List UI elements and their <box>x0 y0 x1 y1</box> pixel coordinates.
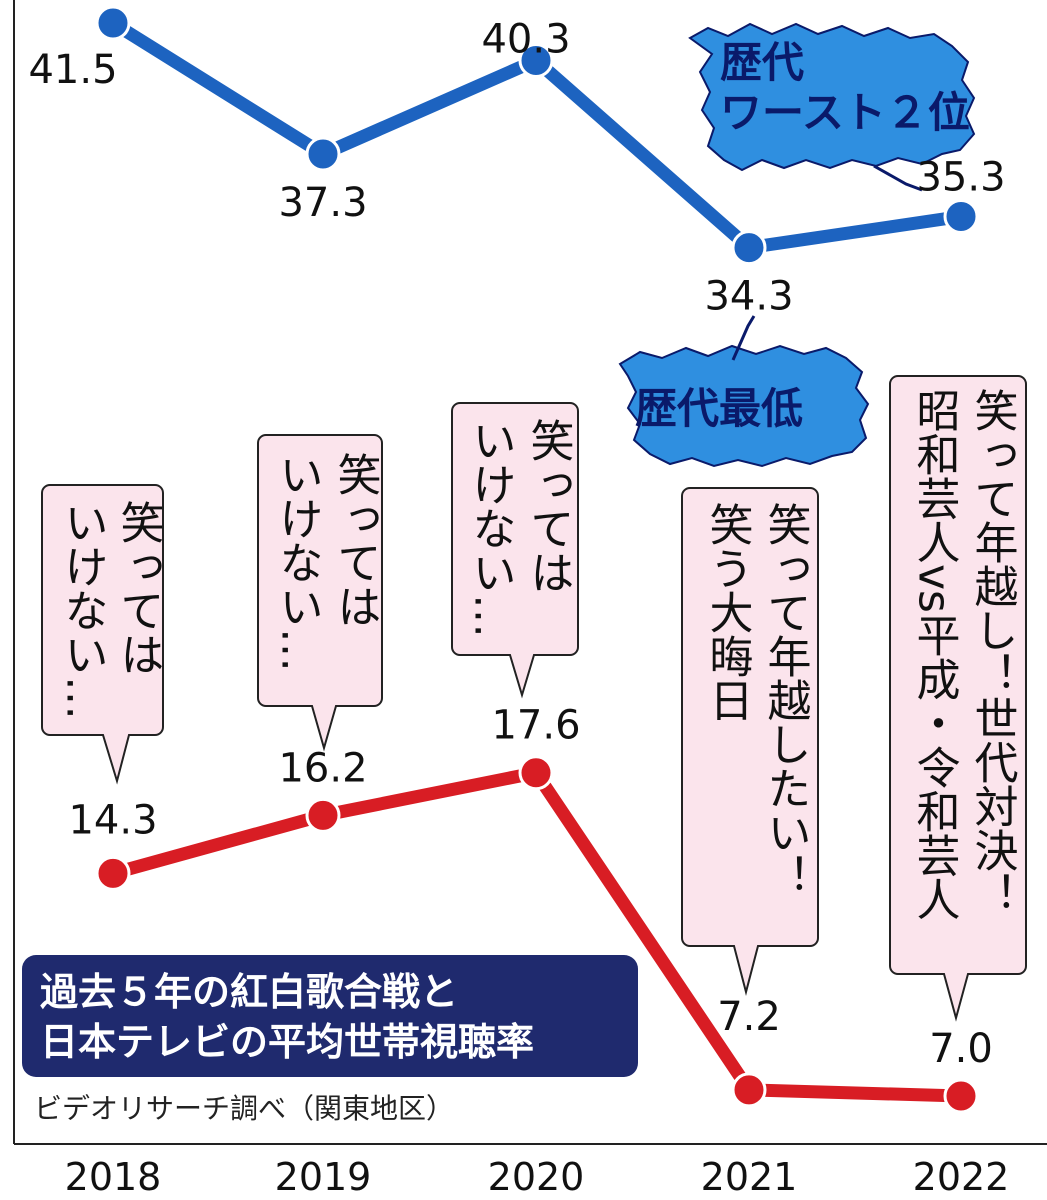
worst2-bubble <box>688 22 976 172</box>
callout-bubble-2021 <box>681 487 819 996</box>
data-label: 7.0 <box>929 1026 993 1072</box>
callout-2020-line-2: いけない… <box>465 418 516 638</box>
data-point <box>518 755 554 791</box>
data-point <box>943 1078 979 1114</box>
lowest-pointer <box>731 315 756 361</box>
data-label: 37.3 <box>278 180 367 226</box>
callout-2022-line-1: 笑って年越し！世代対決！ <box>967 388 1019 916</box>
callout-bubble-2022 <box>889 375 1027 1022</box>
callout-bubble-2018 <box>41 484 164 785</box>
data-point <box>305 136 341 172</box>
data-point <box>95 855 131 891</box>
callout-2018-line-1: 笑っては <box>113 500 164 676</box>
series-layer: 41.5 37.3 40.3 34.3 35.3 14.3 16.2 17.6 7.2 7.0 <box>28 5 1006 1114</box>
data-label: 41.5 <box>28 47 117 93</box>
callout-2018-line-2: いけない… <box>57 500 108 720</box>
worst2-line-2: ワースト２位 <box>720 88 970 137</box>
callout-2022-line-2: 昭和芸人vs平成・令和芸人 <box>909 388 960 921</box>
record-annotations: 歴代 ワースト２位 歴代最低 <box>618 22 976 468</box>
title-box <box>22 955 638 1077</box>
x-tick-label: 2021 <box>701 1155 798 1199</box>
worst2-line-1: 歴代 <box>720 38 804 87</box>
callout-2020-line-1: 笑っては <box>523 418 574 594</box>
data-label: 14.3 <box>68 797 157 843</box>
x-ticks: 2018 2019 2020 2021 2022 <box>65 1155 1010 1199</box>
callout-bubble-2020 <box>451 402 579 699</box>
data-label: 7.2 <box>717 994 781 1040</box>
lowest-bubble <box>618 344 870 468</box>
data-label: 17.6 <box>491 703 580 749</box>
data-point <box>305 797 341 833</box>
data-point <box>731 230 767 266</box>
x-tick-label: 2020 <box>488 1155 585 1199</box>
data-label: 40.3 <box>481 16 570 62</box>
x-tick-label: 2019 <box>275 1155 372 1199</box>
callout-bubble-2019 <box>257 434 383 752</box>
source-note: ビデオリサーチ調べ（関東地区） <box>34 1092 454 1125</box>
program-callouts: 笑っては いけない… 笑っては いけない… 笑っては いけない… 笑って年越した… <box>41 375 1027 1022</box>
data-point <box>943 198 979 234</box>
data-point <box>95 5 131 41</box>
data-label: 34.3 <box>704 274 793 320</box>
title-line-1: 過去５年の紅白歌合戦と <box>40 970 458 1014</box>
x-tick-label: 2018 <box>65 1155 162 1199</box>
title-line-2: 日本テレビの平均世帯視聴率 <box>40 1020 534 1064</box>
worst2-pointer <box>873 164 923 192</box>
callout-2021-line-1: 笑って年越したい！ <box>760 502 811 898</box>
data-label: 16.2 <box>278 745 367 791</box>
callout-2019-line-1: 笑っては <box>330 452 381 628</box>
callout-2021-line-2: 笑う大晦日 <box>702 502 753 722</box>
data-point <box>731 1072 767 1108</box>
chart-title: 過去５年の紅白歌合戦と 日本テレビの平均世帯視聴率 <box>22 955 638 1077</box>
x-tick-label: 2022 <box>913 1155 1010 1199</box>
data-label: 35.3 <box>916 154 1005 200</box>
callout-2019-line-2: いけない… <box>272 452 323 672</box>
lowest-label: 歴代最低 <box>635 384 803 433</box>
data-point <box>518 42 554 78</box>
